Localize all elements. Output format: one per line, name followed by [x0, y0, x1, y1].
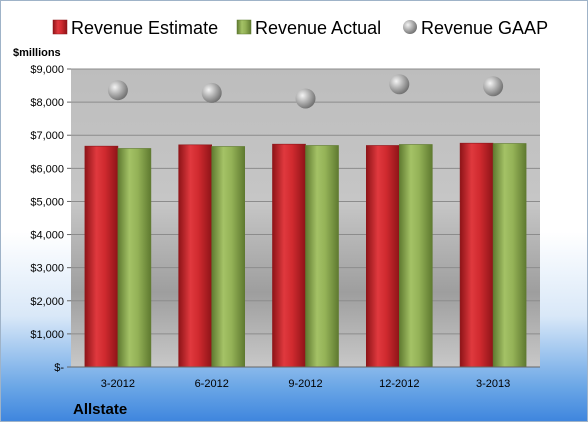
bar-revenue-actual — [211, 146, 245, 368]
bar-revenue-estimate — [272, 143, 306, 368]
x-tick-label: 3-2012 — [101, 378, 135, 390]
y-tick-label: $9,000 — [30, 64, 64, 76]
legend-label-estimate: Revenue Estimate — [71, 18, 218, 38]
legend-label-gaap: Revenue GAAP — [421, 18, 548, 38]
bars — [84, 142, 527, 368]
x-tick-label: 9-2012 — [288, 378, 322, 390]
legend: Revenue Estimate Revenue Actual Revenue … — [52, 18, 548, 38]
bar-revenue-estimate — [365, 145, 400, 368]
y-tick-label: $6,000 — [30, 163, 64, 175]
y-tick-label: $4,000 — [30, 230, 64, 242]
marker-revenue-gaap — [483, 76, 504, 97]
y-axis-ticks: $- $1,000 $2,000 $3,000 $4,000 $5,000 $6,000 $7… — [30, 64, 71, 374]
legend-swatch-estimate — [52, 19, 68, 35]
marker-revenue-gaap — [389, 74, 410, 95]
marker-revenue-gaap — [201, 82, 222, 103]
bar-revenue-actual — [398, 144, 433, 368]
y-tick-label: $2,000 — [30, 296, 64, 308]
marker-revenue-gaap — [107, 80, 128, 101]
bar-revenue-estimate — [459, 142, 494, 368]
y-tick-label: $7,000 — [30, 130, 64, 142]
bar-revenue-actual — [492, 143, 527, 368]
y-tick-label: $5,000 — [30, 196, 64, 208]
bar-revenue-actual — [305, 145, 339, 368]
bar-revenue-estimate — [84, 145, 119, 368]
gaap-markers — [107, 74, 504, 109]
legend-label-actual: Revenue Actual — [255, 18, 381, 38]
y-tick-label: $3,000 — [30, 263, 64, 275]
company-name: Allstate — [73, 401, 127, 418]
legend-item-estimate: Revenue Estimate — [52, 18, 218, 38]
bar-revenue-estimate — [178, 144, 212, 368]
y-tick-label: $8,000 — [30, 97, 64, 109]
y-tick-label: $- — [54, 362, 64, 374]
x-axis-ticks: 3-2012 6-2012 9-2012 12-2012 3-2013 — [101, 378, 510, 390]
legend-swatch-gaap — [403, 20, 417, 34]
y-axis-unit-label: $millions — [13, 47, 61, 59]
x-tick-label: 6-2012 — [195, 378, 229, 390]
legend-item-actual: Revenue Actual — [236, 18, 381, 38]
x-tick-label: 12-2012 — [379, 378, 419, 390]
marker-revenue-gaap — [295, 88, 316, 109]
legend-swatch-actual — [236, 19, 252, 35]
bar-revenue-actual — [117, 148, 152, 368]
legend-item-gaap: Revenue GAAP — [403, 18, 548, 38]
y-tick-label: $1,000 — [30, 329, 64, 341]
x-tick-label: 3-2013 — [476, 378, 510, 390]
